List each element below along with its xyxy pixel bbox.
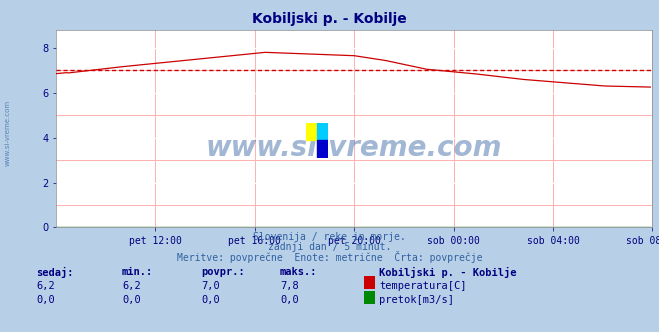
Text: www.si-vreme.com: www.si-vreme.com — [206, 134, 502, 162]
Text: temperatura[C]: temperatura[C] — [379, 281, 467, 290]
Text: 0,0: 0,0 — [280, 295, 299, 305]
Text: sedaj:: sedaj: — [36, 267, 74, 278]
Text: 7,8: 7,8 — [280, 281, 299, 290]
Text: min.:: min.: — [122, 267, 153, 277]
Bar — [318, 123, 328, 140]
Text: pretok[m3/s]: pretok[m3/s] — [379, 295, 454, 305]
Text: povpr.:: povpr.: — [201, 267, 244, 277]
Text: 0,0: 0,0 — [122, 295, 140, 305]
Text: www.si-vreme.com: www.si-vreme.com — [5, 100, 11, 166]
Bar — [306, 123, 318, 140]
Text: 6,2: 6,2 — [122, 281, 140, 290]
Text: 7,0: 7,0 — [201, 281, 219, 290]
Text: Slovenija / reke in morje.: Slovenija / reke in morje. — [253, 232, 406, 242]
Text: Meritve: povprečne  Enote: metrične  Črta: povprečje: Meritve: povprečne Enote: metrične Črta:… — [177, 251, 482, 263]
Text: 0,0: 0,0 — [201, 295, 219, 305]
Text: zadnji dan / 5 minut.: zadnji dan / 5 minut. — [268, 242, 391, 252]
Text: 0,0: 0,0 — [36, 295, 55, 305]
Text: maks.:: maks.: — [280, 267, 318, 277]
Text: Kobiljski p. - Kobilje: Kobiljski p. - Kobilje — [379, 267, 517, 278]
Text: 6,2: 6,2 — [36, 281, 55, 290]
Bar — [318, 140, 328, 158]
Text: Kobiljski p. - Kobilje: Kobiljski p. - Kobilje — [252, 12, 407, 26]
